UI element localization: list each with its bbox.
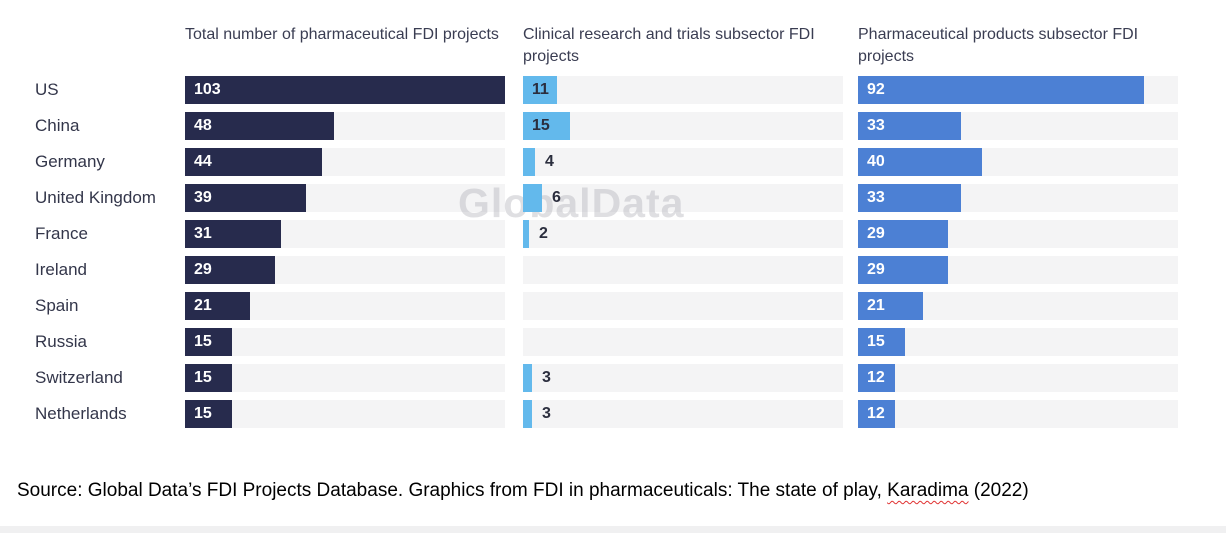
bar-products-netherlands [858,400,895,428]
country-label-united-kingdom: United Kingdom [35,188,156,207]
country-label-germany: Germany [35,152,105,171]
bar-value-products-netherlands: 12 [867,405,885,422]
bar-value-clinical-france: 2 [539,225,548,242]
bar-value-total-germany: 44 [194,153,212,170]
source-text: Source: Global Data’s FDI Projects Datab… [17,480,888,501]
bar-value-products-united-kingdom: 33 [867,189,885,206]
bar-total-united-kingdom [185,184,306,212]
bar-track-clinical-netherlands [523,400,843,428]
bar-value-clinical-us: 11 [532,81,549,98]
bar-clinical-netherlands [523,400,532,428]
bar-total-france [185,220,281,248]
bar-value-total-us: 103 [194,81,221,98]
bar-track-clinical-germany [523,148,843,176]
column-header-total: Total number of pharmaceutical FDI proje… [185,26,499,43]
bar-track-clinical-france [523,220,843,248]
bar-track-total-russia [185,328,505,356]
bottom-strip [0,526,1226,533]
bar-value-clinical-germany: 4 [545,153,554,170]
bar-value-total-china: 48 [194,117,212,134]
bar-total-ireland [185,256,275,284]
bar-track-clinical-spain [523,292,843,320]
bar-products-us [858,76,1144,104]
bar-products-china [858,112,961,140]
bar-value-total-ireland: 29 [194,261,212,278]
bar-value-clinical-china: 15 [532,117,550,134]
country-label-us: US [35,80,59,99]
bar-track-clinical-united-kingdom [523,184,843,212]
bar-track-clinical-china [523,112,843,140]
bar-value-total-russia: 15 [194,333,212,350]
bar-clinical-germany [523,148,535,176]
bar-total-us [185,76,505,104]
bar-value-products-ireland: 29 [867,261,885,278]
bar-track-products-switzerland [858,364,1178,392]
bar-value-clinical-united-kingdom: 6 [552,189,561,206]
source-line: Source: Global Data’s FDI Projects Datab… [17,480,1029,502]
bar-products-ireland [858,256,948,284]
country-label-france: France [35,224,88,243]
bar-total-russia [185,328,232,356]
bar-products-switzerland [858,364,895,392]
bar-track-total-netherlands [185,400,505,428]
bar-clinical-us [523,76,557,104]
bar-value-total-france: 31 [194,225,212,242]
column-header-products: Pharmaceutical products subsector FDI pr… [858,26,1139,65]
bar-total-switzerland [185,364,232,392]
bar-value-total-netherlands: 15 [194,405,212,422]
bar-total-spain [185,292,250,320]
bar-products-germany [858,148,982,176]
bar-value-products-us: 92 [867,81,885,98]
bar-value-total-united-kingdom: 39 [194,189,212,206]
bar-clinical-switzerland [523,364,532,392]
bar-track-total-switzerland [185,364,505,392]
bar-products-spain [858,292,923,320]
country-label-switzerland: Switzerland [35,368,123,387]
bar-products-russia [858,328,905,356]
country-label-russia: Russia [35,332,87,351]
bar-clinical-united-kingdom [523,184,542,212]
bar-track-products-netherlands [858,400,1178,428]
bar-track-products-russia [858,328,1178,356]
bar-value-products-spain: 21 [867,297,885,314]
bar-value-total-spain: 21 [194,297,212,314]
bar-track-clinical-switzerland [523,364,843,392]
bar-total-netherlands [185,400,232,428]
bar-total-germany [185,148,322,176]
bar-clinical-china [523,112,570,140]
country-label-ireland: Ireland [35,260,87,279]
bar-products-france [858,220,948,248]
country-label-spain: Spain [35,296,79,315]
bar-value-total-switzerland: 15 [194,369,212,386]
bar-track-clinical-us [523,76,843,104]
bar-track-clinical-ireland [523,256,843,284]
bar-value-clinical-netherlands: 3 [542,405,551,422]
country-label-china: China [35,116,80,135]
bar-value-products-germany: 40 [867,153,885,170]
bar-value-products-france: 29 [867,225,885,242]
bar-products-united-kingdom [858,184,961,212]
bar-value-products-russia: 15 [867,333,885,350]
column-header-clinical: Clinical research and trials subsector F… [523,26,815,65]
bar-value-clinical-switzerland: 3 [542,369,551,386]
source-text-suffix: (2022) [968,480,1029,501]
country-label-netherlands: Netherlands [35,404,127,423]
bar-value-products-china: 33 [867,117,885,134]
bar-clinical-france [523,220,529,248]
bar-track-clinical-russia [523,328,843,356]
bar-total-china [185,112,334,140]
bar-value-products-switzerland: 12 [867,369,885,386]
spellchecked-word: Karadima [887,480,969,501]
